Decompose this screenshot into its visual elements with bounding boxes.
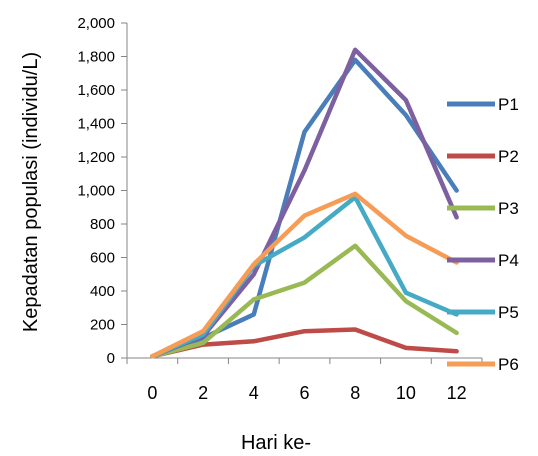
x-tick-label: 12 <box>447 383 467 403</box>
legend-label-p4: P4 <box>498 251 519 270</box>
x-tick-label: 6 <box>299 383 309 403</box>
y-tick-label: 400 <box>90 283 115 300</box>
series-line-p5 <box>150 194 459 359</box>
y-tick-label: 600 <box>90 250 115 267</box>
x-axis-title: Hari ke- <box>241 432 311 454</box>
legend-label-p1: P1 <box>498 95 519 114</box>
series-line-p1 <box>150 57 459 359</box>
legend-label-p6: P6 <box>498 355 519 374</box>
y-axis: 0 200 400 600 800 1,000 1,200 1,400 1,600 1,800 2,… <box>77 15 128 367</box>
y-tick-label: 800 <box>90 216 115 233</box>
y-tick-label: 200 <box>90 317 115 334</box>
y-tick-label: 1,600 <box>77 82 115 99</box>
series-line-p4 <box>150 47 459 359</box>
x-tick-label: 2 <box>198 383 208 403</box>
y-tick-label: 1,400 <box>77 116 115 133</box>
y-tick-label: 0 <box>107 350 115 367</box>
legend: P1 P2 P3 P4 P5 P6 <box>447 95 519 374</box>
y-tick-label: 1,800 <box>77 49 115 66</box>
series-line-p3 <box>150 243 459 359</box>
series-line-p6 <box>150 191 459 359</box>
x-tick-label: 0 <box>147 383 157 403</box>
legend-label-p2: P2 <box>498 147 519 166</box>
legend-label-p5: P5 <box>498 303 519 322</box>
x-axis: 0 2 4 6 8 10 12 <box>126 357 483 403</box>
y-axis-title: Kepadatan populasi (individu/L) <box>20 52 42 332</box>
series-lines <box>150 47 459 359</box>
legend-label-p3: P3 <box>498 199 519 218</box>
x-tick-label: 8 <box>350 383 360 403</box>
x-tick-label: 4 <box>249 383 259 403</box>
x-tick-label: 10 <box>396 383 416 403</box>
y-tick-label: 1,000 <box>77 183 115 200</box>
y-tick-label: 2,000 <box>77 15 115 32</box>
y-tick-label: 1,200 <box>77 149 115 166</box>
